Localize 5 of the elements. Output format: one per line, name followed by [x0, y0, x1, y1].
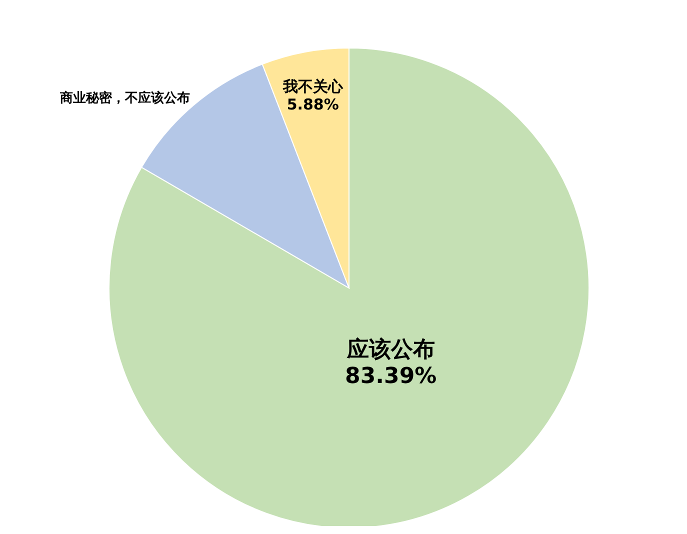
slice-label: 应该公布	[346, 336, 435, 362]
data-label: 83.39%	[345, 364, 437, 389]
slice-label: 商业秘密，不应该公布	[59, 90, 190, 106]
slice-label: 我不关心	[282, 78, 344, 96]
data-label: 5.88%	[286, 96, 339, 114]
